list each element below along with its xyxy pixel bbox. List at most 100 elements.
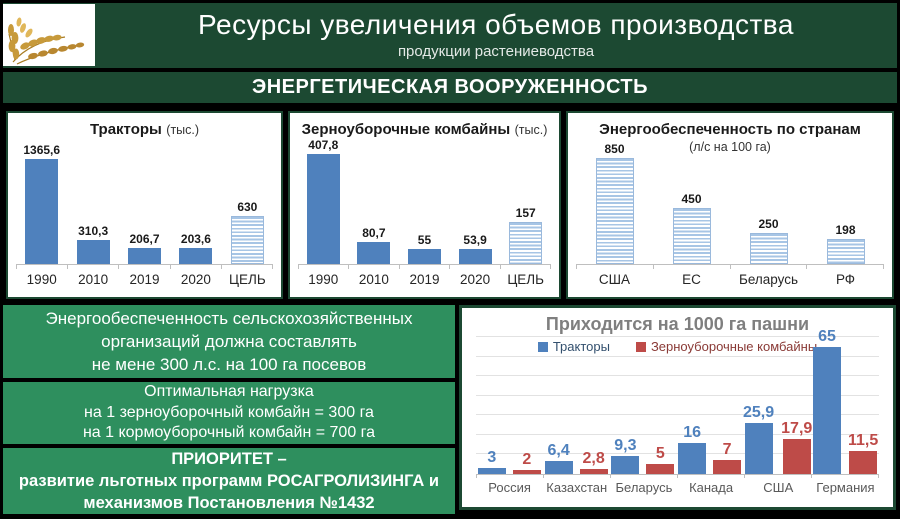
bar-slot: 55 — [399, 233, 450, 264]
legend-item-tractors: Тракторы — [537, 339, 610, 354]
bar-value-label: 310,3 — [78, 224, 109, 238]
tick — [171, 265, 222, 269]
info-block-priority: ПРИОРИТЕТ – развитие льготных программ Р… — [3, 448, 455, 514]
bar-wrapper: 5 — [646, 445, 675, 474]
bar-group: 25,9 17,9 — [743, 404, 812, 474]
x-axis-label: Россия — [488, 480, 531, 495]
bar-value-label: 250 — [758, 217, 779, 231]
bars-row: 1365,6 310,3 206,7 203,6 630 — [16, 141, 273, 265]
chart-title-text: Зерноуборочные комбайны — [301, 121, 511, 138]
bar-value-label: 5 — [655, 445, 665, 462]
chart-title: Приходится на 1000 га пашни — [545, 314, 810, 334]
bar — [849, 451, 878, 474]
chart-title-unit: (тыс.) — [166, 123, 200, 137]
bar — [813, 347, 842, 474]
tick — [68, 265, 120, 269]
chart-title-text: Тракторы — [89, 121, 162, 138]
bar — [128, 248, 162, 264]
x-axis-label: 2019 — [409, 272, 440, 287]
bar-slot: 250 — [730, 217, 807, 264]
bar-wrapper: 9,3 — [611, 437, 640, 474]
chart-title: Тракторы (тыс.) — [8, 121, 281, 139]
bar-value-label: 6,4 — [547, 442, 570, 459]
tractors-bar-chart: 1365,6 310,3 206,7 203,6 630 1990 2010 2019 2020… — [16, 141, 274, 287]
bar-value-label: 9,3 — [614, 437, 637, 454]
x-axis-label: 2010 — [358, 272, 389, 287]
chart-title: Энергообеспеченность по странам — [568, 121, 892, 139]
energy-bar-chart: 850 450 250 198 США ЕС Беларусь РФ — [576, 140, 884, 287]
bar — [306, 154, 340, 264]
bar — [782, 439, 811, 474]
x-axis-labels: Россия Казахстан Беларусь Канада США Германия — [476, 480, 879, 495]
chart-subtitle: (л/с на 100 га) — [689, 140, 771, 154]
bar — [230, 216, 264, 264]
bar-value-label: 2 — [522, 451, 532, 468]
tick — [222, 265, 274, 269]
tick — [16, 265, 69, 269]
bar — [713, 460, 742, 474]
grouped-bars-row: 3 2 6,4 2,8 9,3 5 16 7 25,9 17,9 65 11,5 — [476, 328, 879, 474]
bar-slot: 203,6 — [170, 232, 221, 264]
bar-slot: 80,7 — [349, 226, 400, 264]
x-axis-ticks — [476, 474, 879, 478]
x-axis-label: Германия — [816, 480, 875, 495]
bar-slot: 630 — [222, 200, 273, 264]
tick — [450, 265, 501, 269]
gridline — [476, 394, 879, 396]
bar-group: 6,4 2,8 — [543, 442, 610, 474]
info-block-optimal-load: Оптимальная нагрузка на 1 зерноуборочный… — [3, 382, 455, 444]
bar — [512, 470, 541, 474]
bar-value-label: 55 — [417, 233, 432, 247]
info-line: Оптимальная нагрузка — [144, 383, 314, 401]
tick — [807, 265, 884, 269]
x-axis-label: Канада — [689, 480, 734, 495]
gridline — [476, 453, 879, 455]
bar-value-label: 157 — [515, 206, 536, 220]
bar-wrapper: 7 — [713, 441, 742, 474]
bar-slot: 450 — [653, 192, 730, 264]
gridline — [476, 414, 879, 416]
info-line: ПРИОРИТЕТ – — [171, 450, 287, 468]
bar-value-label: 53,9 — [463, 233, 487, 247]
tick — [745, 474, 812, 478]
slide-title: Ресурсы увеличения объемов производства — [198, 9, 794, 40]
section-banner: ЭНЕРГЕТИЧЕСКАЯ ВООРУЖЕННОСТЬ — [3, 72, 897, 103]
tick — [349, 265, 400, 269]
combines-bar-chart: 407,8 80,7 55 53,9 157 1990 2010 2019 2020 ЦЕЛЬ — [298, 136, 552, 287]
chart-tractors-panel: Тракторы (тыс.) 1365,6 310,3 206,7 203,6 630… — [6, 111, 283, 299]
bar-value-label: 17,9 — [781, 420, 813, 437]
chart-legend: Тракторы Зерноуборочные комбайны — [462, 339, 893, 354]
bar-group: 9,3 5 — [610, 437, 677, 474]
bar-wrapper: 2,8 — [579, 450, 608, 474]
bar-wrapper: 65 — [813, 328, 842, 474]
info-line: не мене 300 л.с. на 100 га посевов — [91, 355, 367, 374]
bar — [25, 159, 59, 264]
wheat-logo — [3, 4, 95, 66]
bar-slot: 1365,6 — [16, 143, 67, 264]
bar — [477, 468, 506, 474]
bar-value-label: 65 — [818, 328, 836, 345]
bar — [509, 222, 543, 264]
x-axis-label: РФ — [835, 272, 856, 287]
bar — [646, 464, 675, 474]
x-axis-labels: США ЕС Беларусь РФ — [576, 272, 884, 287]
x-axis-label: США — [763, 480, 794, 495]
bar — [76, 240, 110, 264]
bar-value-label: 198 — [835, 223, 856, 237]
bar — [357, 242, 391, 264]
tick — [298, 265, 350, 269]
gridline — [476, 355, 879, 357]
bar-wrapper: 17,9 — [781, 420, 812, 474]
x-axis-label: 2010 — [78, 272, 109, 287]
tick — [119, 265, 171, 269]
x-axis-label: ЕС — [682, 272, 701, 287]
bar-value-label: 80,7 — [362, 226, 386, 240]
x-axis-labels: 1990 2010 2019 2020 ЦЕЛЬ — [16, 272, 273, 287]
bar-value-label: 7 — [722, 441, 732, 458]
x-axis-ticks — [298, 265, 552, 269]
chart-title-unit: (тыс.) — [514, 123, 548, 137]
bar-slot: 53,9 — [450, 233, 501, 264]
bar-slot: 850 — [576, 142, 653, 264]
x-axis-label: Беларусь — [615, 480, 673, 495]
